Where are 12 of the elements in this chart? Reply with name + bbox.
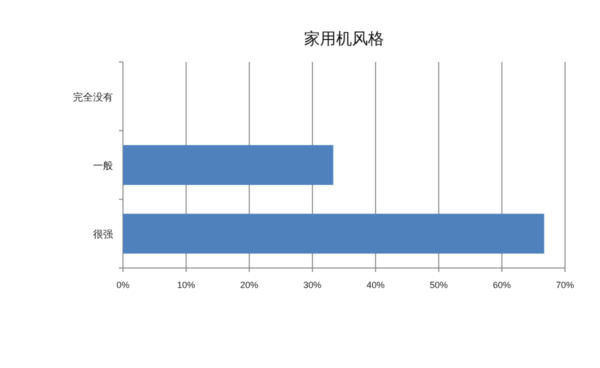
x-tick-label: 10% (177, 280, 196, 290)
x-tick-label: 50% (430, 280, 448, 290)
x-tick-label: 30% (303, 280, 322, 290)
x-tick-label: 40% (366, 280, 385, 290)
x-tick-label: 70% (556, 280, 574, 290)
y-tick-label: 一般 (93, 161, 113, 172)
chart-title: 家用机风格 (304, 30, 384, 48)
y-tick-label: 完全没有 (73, 91, 113, 104)
x-tick-label: 0% (116, 280, 130, 290)
y-tick-label: 很强 (93, 230, 113, 241)
x-tick-label: 60% (492, 280, 511, 290)
x-tick-label: 20% (240, 280, 258, 290)
